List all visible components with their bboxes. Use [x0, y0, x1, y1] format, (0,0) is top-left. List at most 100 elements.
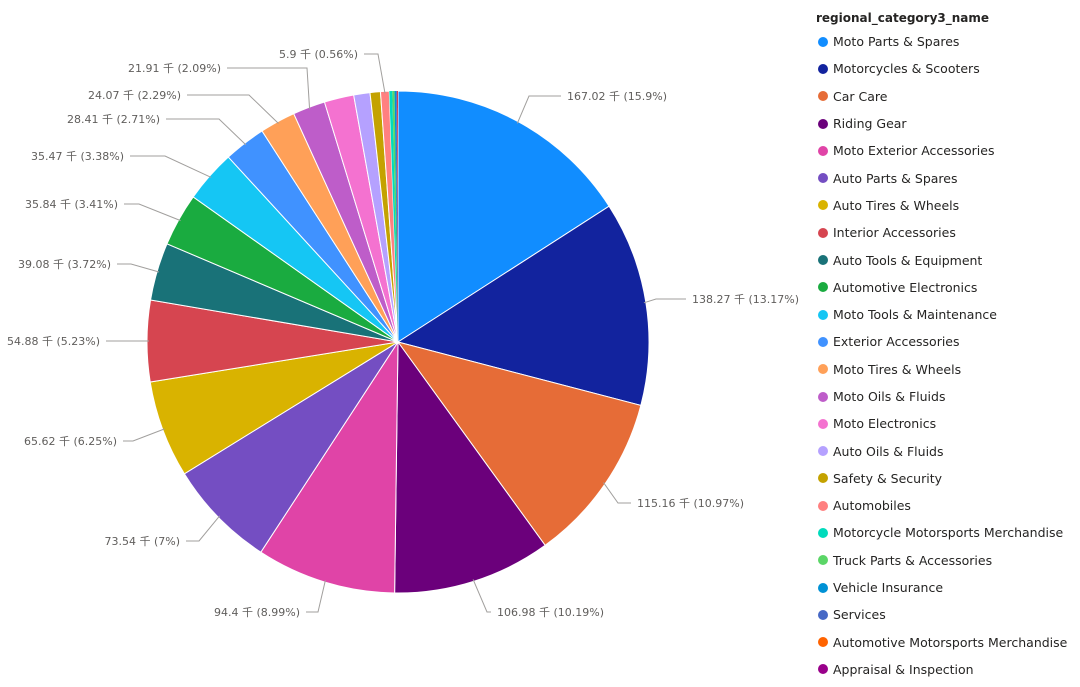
legend-label: Services — [833, 607, 886, 623]
leader-line — [306, 580, 326, 613]
legend-label: Riding Gear — [833, 116, 907, 132]
legend-item[interactable]: Moto Exterior Accessories — [816, 137, 1080, 164]
legend-item[interactable]: Car Care — [816, 83, 1080, 110]
legend-label: Auto Parts & Spares — [833, 170, 958, 186]
legend-item[interactable]: Services — [816, 601, 1080, 628]
legend-label: Exterior Accessories — [833, 334, 960, 350]
pie-data-labels: 167.02 千 (15.9%) 138.27 千 (13.17%) 115.16 … — [7, 48, 799, 619]
data-label: 106.98 千 (10.19%) — [497, 606, 604, 619]
legend-item[interactable]: Moto Tires & Wheels — [816, 356, 1080, 383]
legend-item[interactable]: Appraisal & Inspection — [816, 656, 1080, 683]
leader-line — [516, 95, 561, 124]
legend-item[interactable]: Auto Parts & Spares — [816, 164, 1080, 191]
legend-color-dot-icon — [818, 36, 828, 47]
pie-slice-truck-parts-accessories[interactable] — [392, 91, 398, 343]
data-label: 167.02 千 (15.9%) — [567, 90, 667, 103]
legend-label: Motorcycles & Scooters — [833, 61, 980, 77]
legend-item[interactable]: Motorcycles & Scooters — [816, 55, 1080, 82]
legend-label: Automotive Motorsports Merchandise — [833, 634, 1068, 650]
data-label: 94.4 千 (8.99%) — [214, 606, 300, 619]
chart-legend: regional_category3_name Moto Parts & Spa… — [816, 8, 1080, 683]
legend-item[interactable]: Vehicle Insurance — [816, 574, 1080, 601]
pie-slice-car-care[interactable] — [396, 341, 642, 547]
legend-color-dot-icon — [818, 609, 828, 620]
legend-color-dot-icon — [818, 118, 828, 129]
leader-line — [643, 298, 686, 304]
pie-slice-automotive-motorsports-merchandise[interactable] — [396, 90, 398, 342]
pie-chart: 167.02 千 (15.9%) 138.27 千 (13.17%) 115.16 … — [7, 48, 799, 619]
pie-slice-motorcycle-motorsports-merchandise[interactable] — [389, 91, 398, 342]
leader-line — [123, 428, 165, 442]
legend-color-dot-icon — [818, 446, 828, 457]
legend-label: Safety & Security — [833, 470, 943, 486]
legend-color-dot-icon — [818, 473, 828, 484]
legend-label: Truck Parts & Accessories — [833, 552, 993, 568]
legend-item[interactable]: Moto Tools & Maintenance — [816, 301, 1080, 328]
legend-color-dot-icon — [818, 527, 828, 538]
leader-line — [124, 203, 181, 222]
legend-label: Vehicle Insurance — [833, 580, 944, 596]
legend-color-dot-icon — [818, 500, 828, 511]
data-label: 73.54 千 (7%) — [104, 535, 180, 548]
leader-line — [603, 482, 631, 504]
legend-label: Auto Tires & Wheels — [833, 197, 960, 213]
leader-line — [364, 53, 386, 94]
leader-line — [117, 263, 160, 273]
legend-color-dot-icon — [818, 309, 828, 320]
pie-slice-vehicle-insurance[interactable] — [394, 91, 398, 342]
legend-item[interactable]: Automotive Motorsports Merchandise — [816, 629, 1080, 656]
legend-item[interactable]: Moto Electronics — [816, 410, 1080, 437]
legend-item[interactable]: Truck Parts & Accessories — [816, 547, 1080, 574]
leader-line — [472, 579, 491, 613]
legend-label: Appraisal & Inspection — [833, 661, 974, 677]
data-label: 28.41 千 (2.71%) — [67, 113, 160, 126]
legend-item[interactable]: Exterior Accessories — [816, 328, 1080, 355]
leader-line — [130, 155, 212, 178]
legend-color-dot-icon — [818, 91, 828, 102]
leader-line — [227, 67, 311, 110]
legend-label: Auto Tools & Equipment — [833, 252, 983, 268]
legend-label: Auto Oils & Fluids — [833, 443, 944, 459]
legend-item[interactable]: Auto Tools & Equipment — [816, 246, 1080, 273]
legend-label: Moto Oils & Fluids — [833, 389, 946, 404]
legend-item[interactable]: Automotive Electronics — [816, 274, 1080, 301]
legend-color-dot-icon — [818, 555, 828, 566]
pie-slices — [146, 90, 650, 594]
leader-line — [186, 515, 221, 542]
legend-item[interactable]: Automobiles — [816, 492, 1080, 519]
legend-label: Automotive Electronics — [833, 279, 978, 295]
data-label: 39.08 千 (3.72%) — [18, 258, 111, 271]
data-label: 115.16 千 (10.97%) — [637, 497, 744, 510]
legend-color-dot-icon — [818, 582, 828, 593]
legend-label: Moto Tires & Wheels — [833, 361, 962, 377]
legend-item[interactable]: Motorcycle Motorsports Merchandise — [816, 519, 1080, 546]
legend-label: Moto Parts & Spares — [833, 34, 960, 50]
legend-label: Moto Electronics — [833, 416, 937, 432]
data-label: 35.84 千 (3.41%) — [25, 198, 118, 211]
legend-label: Motorcycle Motorsports Merchandise — [833, 525, 1064, 541]
legend-color-dot-icon — [818, 391, 828, 402]
legend-label: Moto Tools & Maintenance — [833, 307, 997, 323]
legend-item[interactable]: Auto Oils & Fluids — [816, 437, 1080, 464]
legend-label: Moto Exterior Accessories — [833, 143, 995, 159]
legend-color-dot-icon — [818, 664, 828, 675]
legend-item[interactable]: Auto Tires & Wheels — [816, 192, 1080, 219]
data-label: 21.91 千 (2.09%) — [128, 62, 221, 75]
legend-item[interactable]: Safety & Security — [816, 465, 1080, 492]
legend-item[interactable]: Interior Accessories — [816, 219, 1080, 246]
legend-color-dot-icon — [818, 637, 828, 648]
data-label: 54.88 千 (5.23%) — [7, 335, 100, 348]
legend-color-dot-icon — [818, 418, 828, 429]
legend-color-dot-icon — [818, 364, 828, 375]
legend-title: regional_category3_name — [816, 11, 990, 25]
legend-color-dot-icon — [818, 145, 828, 156]
legend-item[interactable]: Moto Parts & Spares — [816, 28, 1080, 55]
legend-color-dot-icon — [818, 336, 828, 347]
legend-item[interactable]: Riding Gear — [816, 110, 1080, 137]
legend-color-dot-icon — [818, 63, 828, 74]
legend-label: Interior Accessories — [833, 225, 956, 241]
legend-item[interactable]: Moto Oils & Fluids — [816, 383, 1080, 410]
data-label: 24.07 千 (2.29%) — [88, 89, 181, 102]
pie-slice-services[interactable] — [396, 91, 398, 342]
data-label: 138.27 千 (13.17%) — [692, 293, 799, 306]
